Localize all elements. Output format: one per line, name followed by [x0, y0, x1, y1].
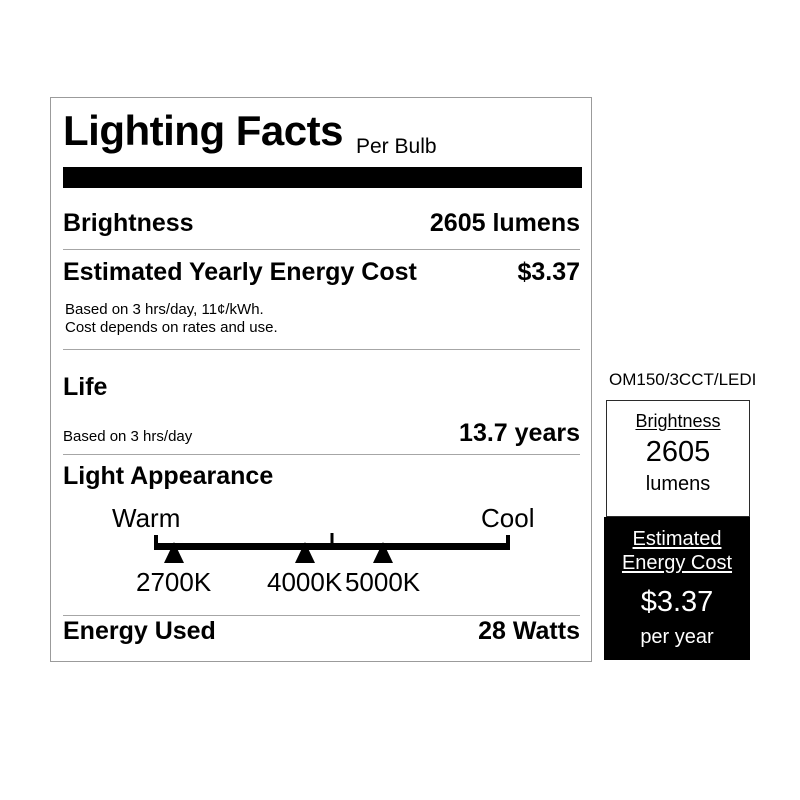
kelvin-marker-triangle	[163, 542, 184, 563]
title-divider-bar	[63, 167, 582, 188]
light-appearance-heading: Light Appearance	[63, 462, 274, 490]
yearly-energy-cost-row: Estimated Yearly Energy Cost $3.37	[63, 260, 580, 285]
kelvin-marker-label: 4000K	[266, 567, 343, 597]
brightness-label: Brightness	[63, 209, 194, 237]
side-brightness-box: Brightness 2605 lumens	[606, 400, 750, 517]
energy-cost-note-line2: Cost depends on rates and use.	[65, 319, 278, 336]
section-divider	[63, 615, 580, 616]
lighting-facts-label: Lighting Facts Per Bulb Brightness 2605 l…	[50, 97, 592, 662]
side-energy-cost-box: Estimated Energy Cost $3.37 per year	[604, 517, 750, 660]
kelvin-marker-triangle	[294, 542, 315, 563]
side-brightness-value: 2605	[645, 436, 711, 468]
brightness-row: Brightness 2605 lumens	[63, 211, 580, 236]
life-heading: Life	[63, 373, 108, 401]
life-value: 13.7 years	[459, 419, 580, 447]
yearly-energy-cost-value: $3.37	[517, 258, 580, 286]
per-bulb-label: Per Bulb	[356, 135, 437, 158]
section-divider	[63, 249, 580, 250]
kelvin-scale: 2700K 4000K 5000K	[136, 533, 510, 598]
scale-endcap-left	[154, 535, 158, 550]
kelvin-marker-triangle	[372, 542, 393, 563]
energy-cost-notes: Based on 3 hrs/day, 11¢/kWh. Cost depend…	[65, 301, 278, 337]
label-title-row: Lighting Facts Per Bulb	[63, 108, 437, 162]
section-divider	[63, 349, 580, 350]
scale-bar	[154, 543, 510, 550]
energy-used-value: 28 Watts	[478, 617, 580, 645]
side-energy-cost-unit: per year	[640, 626, 714, 649]
life-row: Based on 3 hrs/day 13.7 years	[63, 421, 580, 446]
energy-cost-note-line1: Based on 3 hrs/day, 11¢/kWh.	[65, 301, 264, 318]
kelvin-marker-label: 2700K	[135, 567, 212, 597]
side-energy-cost-label-line2: Energy Cost	[621, 552, 733, 574]
brightness-value: 2605 lumens	[429, 209, 580, 237]
section-divider	[63, 454, 580, 455]
kelvin-marker-label: 5000K	[344, 567, 421, 597]
energy-used-label: Energy Used	[63, 617, 216, 645]
life-basis-label: Based on 3 hrs/day	[63, 428, 193, 445]
side-energy-cost-label-line1: Estimated	[632, 528, 722, 550]
yearly-energy-cost-label: Estimated Yearly Energy Cost	[63, 258, 417, 286]
scale-midpoint-tick	[330, 533, 334, 544]
warm-label: Warm	[112, 503, 181, 533]
side-brightness-unit: lumens	[645, 473, 711, 496]
scale-endcap-right	[506, 535, 510, 550]
side-energy-cost-value: $3.37	[640, 586, 714, 618]
model-number: OM150/3CCT/LEDI	[609, 370, 757, 389]
energy-used-row: Energy Used 28 Watts	[63, 619, 580, 644]
cool-label: Cool	[481, 503, 535, 533]
page-title: Lighting Facts	[63, 107, 344, 154]
side-brightness-label: Brightness	[635, 411, 721, 431]
